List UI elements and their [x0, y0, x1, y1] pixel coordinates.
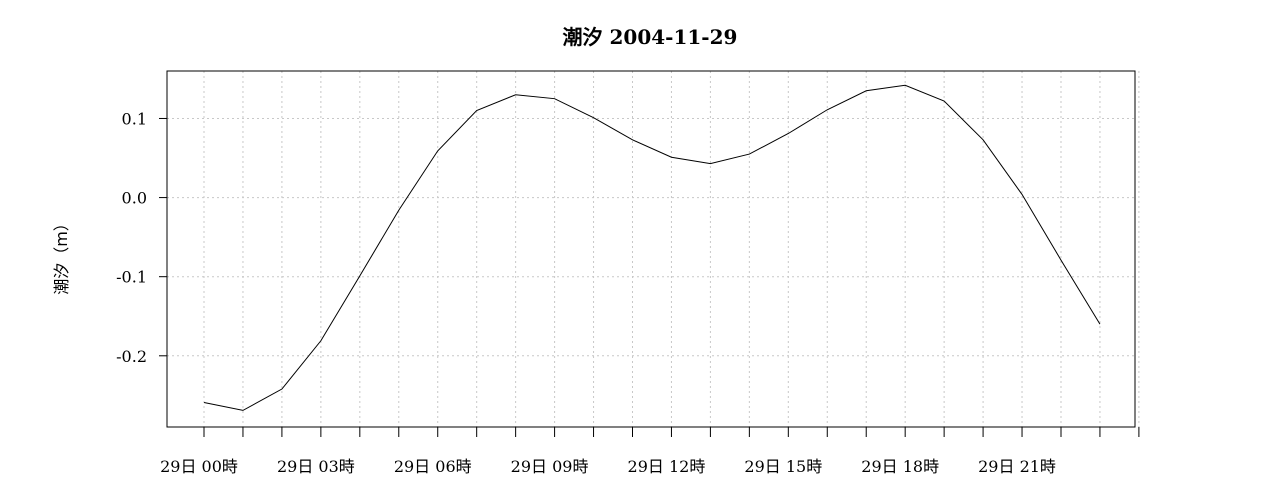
y-tick-label: 0.0: [122, 189, 147, 208]
series-layer: [203, 84, 1101, 411]
chart-title: 潮汐 2004-11-29: [563, 25, 738, 49]
y-tick-label: 0.1: [122, 109, 147, 128]
grid: [167, 71, 1140, 427]
y-tick-label: -0.1: [116, 268, 147, 287]
plot-frame: [166, 70, 1136, 428]
axes: 0.1 0.0 -0.1 -0.2 29日 00時 29日 03時 29日 06時 29日 0…: [116, 109, 1140, 476]
x-tick-label: 29日 06時: [394, 457, 472, 476]
x-tick-label: 29日 03時: [277, 457, 355, 476]
x-tick-label: 29日 15時: [744, 457, 822, 476]
x-tick-label: 29日 09時: [511, 457, 589, 476]
tide-series-line: [203, 84, 1101, 411]
x-tick-label: 29日 12時: [628, 457, 706, 476]
y-axis-label: 潮汐（m）: [52, 215, 71, 295]
y-tick-label: -0.2: [116, 347, 147, 366]
x-tick-label: 29日 18時: [861, 457, 939, 476]
x-tick-label: 29日 00時: [160, 457, 238, 476]
x-tick-label: 29日 21時: [978, 457, 1056, 476]
